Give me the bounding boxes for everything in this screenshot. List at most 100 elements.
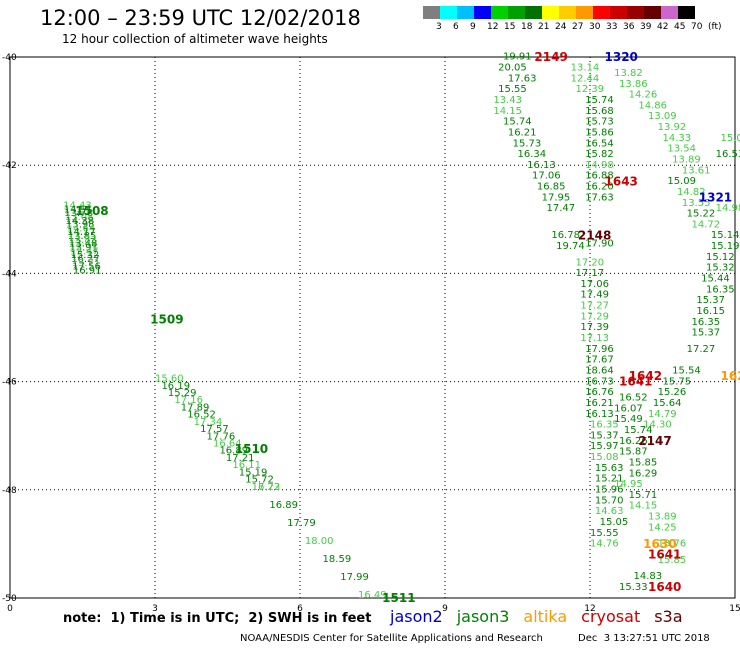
data-value: 16.21: [585, 398, 614, 409]
y-tick-label: -40: [2, 53, 17, 63]
data-value: 17.63: [585, 192, 614, 203]
pass-label: 1510: [235, 442, 268, 456]
data-value: 17.63: [508, 73, 537, 84]
color-scale-label: 42: [657, 22, 669, 32]
mission-jason2: jason2: [390, 607, 443, 626]
data-value: 14.95: [614, 479, 643, 490]
color-scale-label: 70: [691, 22, 703, 32]
color-swatch-5: [508, 6, 525, 19]
data-value: 13.43: [493, 95, 522, 106]
data-value: 16.11: [232, 460, 261, 471]
data-value: 17.49: [580, 290, 609, 301]
pass-label: 2147: [638, 434, 671, 448]
color-scale-label: (ft): [708, 22, 722, 32]
data-value: 15.82: [585, 149, 614, 160]
data-value: 14.63: [595, 506, 624, 517]
data-value: 15.70: [595, 495, 624, 506]
pass-label: 2149: [534, 50, 567, 64]
data-value: 16.78: [551, 230, 580, 241]
data-value: 16.91: [73, 265, 102, 276]
data-value: 14.64: [67, 223, 96, 234]
data-value: 14.86: [638, 100, 667, 111]
data-value: 15.71: [72, 258, 101, 269]
data-value: 13.76: [658, 539, 687, 550]
mission-jason3: jason3: [456, 607, 510, 626]
data-value: 13.61: [682, 165, 711, 176]
data-value: 13.98: [66, 220, 95, 231]
data-value: 15.07: [721, 133, 740, 144]
data-value: 14.38: [65, 216, 94, 227]
data-value: 18.59: [323, 554, 352, 565]
data-value: 17.16: [174, 395, 203, 406]
data-value: 14.79: [648, 409, 677, 420]
color-swatch-6: [525, 6, 542, 19]
data-value: 13.85: [68, 231, 97, 242]
color-scale-label: 3: [436, 22, 442, 32]
data-value: 16.13: [527, 160, 556, 171]
data-value: 16.35: [590, 420, 619, 431]
data-value: 15.97: [590, 441, 619, 452]
data-value: 16.73: [252, 482, 281, 493]
data-value: 16.85: [537, 182, 566, 193]
data-value: 17.17: [576, 268, 605, 279]
data-value: 15.54: [672, 365, 701, 376]
data-value: 19.91: [503, 52, 532, 63]
data-value: 15.44: [701, 274, 730, 285]
data-value: 13.89: [672, 154, 701, 165]
data-value: 17.96: [585, 344, 614, 355]
data-value: 13.54: [667, 144, 696, 155]
color-swatch-7: [542, 6, 559, 19]
data-value: 17.57: [200, 424, 229, 435]
chart-title: 12:00 – 23:59 UTC 12/02/2018: [40, 6, 361, 30]
color-scale-label: 12: [487, 22, 499, 32]
color-swatch-11: [610, 6, 627, 19]
x-tick-label: 12: [584, 604, 595, 614]
data-value: 16.15: [696, 306, 725, 317]
data-value: 14.15: [629, 501, 658, 512]
color-scale-label: 39: [640, 22, 652, 32]
data-value: 15.22: [687, 209, 716, 220]
data-value: 12.44: [571, 73, 600, 84]
data-value: 15.09: [667, 176, 696, 187]
x-tick-label: 6: [297, 604, 303, 614]
y-tick-label: -42: [2, 161, 17, 171]
color-scale-label: 30: [589, 22, 601, 32]
data-value: 15.14: [711, 230, 740, 241]
data-value: 16.73: [585, 376, 614, 387]
data-value: 16.19: [161, 381, 190, 392]
data-value: 14.33: [663, 133, 692, 144]
units-note: note: 1) Time is in UTC; 2) SWH is in fe…: [63, 611, 372, 626]
pass-label: 1321: [699, 191, 732, 205]
data-value: 16.88: [585, 171, 614, 182]
data-value: 13.86: [619, 79, 648, 90]
data-value: 16.52: [619, 393, 648, 404]
data-value: 17.06: [580, 279, 609, 290]
data-value: 17.76: [207, 431, 236, 442]
data-value: 14.25: [648, 522, 677, 533]
data-value: 15.08: [590, 452, 619, 463]
data-value: 14.30: [643, 420, 672, 431]
color-scale-label: 18: [521, 22, 533, 32]
data-value: 15.74: [585, 95, 614, 106]
x-tick-label: 9: [442, 604, 448, 614]
footer-credit: NOAA/NESDIS Center for Satellite Applica…: [240, 633, 543, 644]
pass-label: 1511: [382, 591, 415, 605]
data-value: 17.47: [547, 203, 576, 214]
pass-label: 1641: [619, 375, 652, 389]
data-value: 16.21: [508, 127, 537, 138]
data-value: 13.09: [648, 111, 677, 122]
data-value: 17.21: [226, 453, 255, 464]
data-value: 15.85: [658, 555, 687, 566]
data-value: 15.21: [595, 474, 624, 485]
data-value: 15.73: [513, 138, 542, 149]
data-value: 16.13: [585, 409, 614, 420]
pass-label: 1629: [721, 369, 740, 383]
data-value: 15.86: [585, 127, 614, 138]
color-scale-label: 21: [538, 22, 550, 32]
x-tick-label: 3: [152, 604, 158, 614]
data-value: 15.37: [590, 430, 619, 441]
data-value: 15.55: [498, 84, 527, 95]
pass-label: 2148: [578, 229, 611, 243]
data-value: 15.49: [614, 414, 643, 425]
